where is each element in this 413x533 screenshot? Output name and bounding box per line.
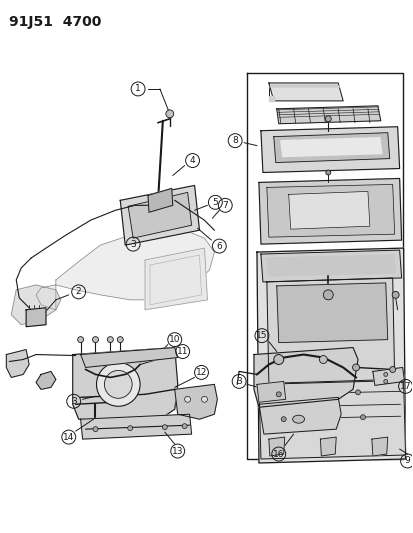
- Circle shape: [325, 170, 330, 175]
- Polygon shape: [258, 397, 340, 434]
- Circle shape: [92, 337, 98, 343]
- Circle shape: [355, 390, 360, 395]
- Circle shape: [96, 362, 140, 406]
- Polygon shape: [260, 127, 399, 173]
- Circle shape: [127, 426, 132, 431]
- Polygon shape: [276, 106, 380, 124]
- Polygon shape: [258, 381, 405, 459]
- Circle shape: [280, 417, 285, 422]
- Polygon shape: [260, 250, 401, 282]
- Text: 3: 3: [130, 240, 136, 248]
- Circle shape: [325, 116, 330, 122]
- Polygon shape: [372, 367, 404, 385]
- Polygon shape: [26, 308, 46, 327]
- Polygon shape: [128, 192, 191, 238]
- Polygon shape: [268, 96, 273, 101]
- Polygon shape: [266, 184, 394, 237]
- Text: 13: 13: [171, 447, 183, 456]
- Circle shape: [323, 290, 332, 300]
- Text: 7: 7: [222, 201, 228, 210]
- Circle shape: [93, 426, 98, 432]
- Polygon shape: [81, 348, 177, 367]
- Text: 3: 3: [71, 397, 76, 406]
- Circle shape: [318, 356, 327, 364]
- Polygon shape: [268, 83, 342, 101]
- Polygon shape: [147, 188, 172, 212]
- Circle shape: [162, 425, 167, 430]
- Text: 12: 12: [195, 368, 206, 377]
- Circle shape: [107, 337, 113, 343]
- Text: 16: 16: [272, 449, 284, 458]
- Text: 10: 10: [169, 335, 180, 344]
- Polygon shape: [11, 285, 61, 325]
- Polygon shape: [276, 283, 387, 343]
- Circle shape: [360, 415, 365, 419]
- Text: 4: 4: [189, 156, 195, 165]
- Circle shape: [78, 337, 83, 343]
- Text: 2: 2: [76, 287, 81, 296]
- Text: 5: 5: [212, 198, 218, 207]
- Polygon shape: [371, 437, 387, 456]
- Polygon shape: [288, 191, 369, 229]
- Text: 14: 14: [63, 433, 74, 442]
- Circle shape: [182, 424, 187, 429]
- Text: 9: 9: [404, 456, 409, 465]
- Text: 11: 11: [176, 347, 188, 356]
- Polygon shape: [120, 185, 199, 245]
- Polygon shape: [256, 248, 405, 463]
- Polygon shape: [73, 348, 177, 419]
- Text: 1: 1: [135, 84, 141, 93]
- Circle shape: [273, 354, 283, 365]
- Polygon shape: [270, 85, 339, 87]
- Text: 8: 8: [232, 136, 237, 145]
- Polygon shape: [36, 372, 56, 389]
- Circle shape: [104, 370, 132, 398]
- Polygon shape: [145, 248, 207, 310]
- Circle shape: [166, 110, 173, 118]
- Text: 6: 6: [216, 241, 222, 251]
- Circle shape: [389, 367, 395, 373]
- Text: 91J51  4700: 91J51 4700: [9, 15, 102, 29]
- Circle shape: [184, 397, 190, 402]
- Polygon shape: [6, 350, 29, 377]
- Ellipse shape: [292, 415, 304, 423]
- Polygon shape: [258, 179, 401, 244]
- Polygon shape: [266, 278, 394, 383]
- Polygon shape: [256, 382, 285, 402]
- Circle shape: [117, 337, 123, 343]
- Text: 17: 17: [399, 382, 411, 391]
- Polygon shape: [254, 348, 357, 407]
- Polygon shape: [266, 255, 395, 276]
- Text: 15: 15: [256, 331, 267, 340]
- Circle shape: [352, 364, 358, 371]
- Circle shape: [275, 392, 280, 397]
- Polygon shape: [174, 384, 217, 419]
- Circle shape: [383, 373, 387, 376]
- Circle shape: [383, 379, 387, 383]
- Polygon shape: [280, 138, 381, 157]
- Polygon shape: [36, 228, 214, 310]
- Polygon shape: [268, 437, 284, 456]
- Polygon shape: [320, 437, 335, 456]
- Polygon shape: [81, 414, 191, 439]
- Text: 3: 3: [236, 377, 242, 386]
- Polygon shape: [273, 133, 389, 163]
- Circle shape: [201, 397, 207, 402]
- Circle shape: [391, 292, 398, 298]
